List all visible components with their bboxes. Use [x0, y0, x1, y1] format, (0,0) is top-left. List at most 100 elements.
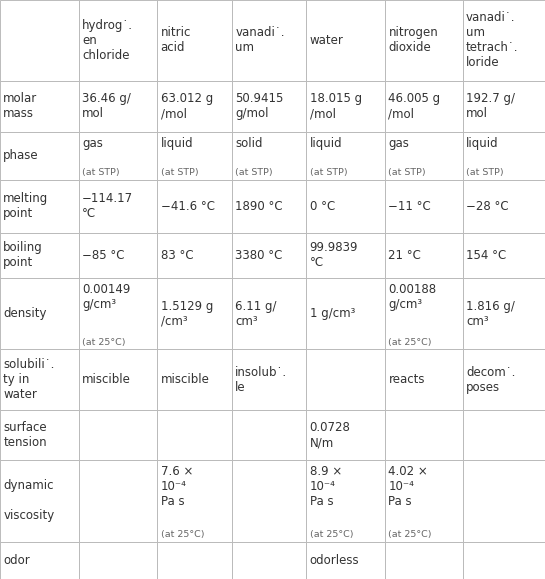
Bar [158, 233, 232, 278]
Text: odor: odor [3, 554, 30, 567]
Bar [0, 278, 78, 349]
Bar [385, 0, 463, 80]
Bar [306, 0, 385, 80]
Text: gas: gas [82, 137, 103, 150]
Bar [463, 233, 545, 278]
Text: 7.6 ×
10⁻⁴
Pa s: 7.6 × 10⁻⁴ Pa s [161, 465, 193, 508]
Text: density: density [3, 307, 47, 320]
Bar [463, 349, 545, 410]
Bar [385, 460, 463, 542]
Text: vanadi˙.
um
tetrach˙.
loride: vanadi˙. um tetrach˙. loride [466, 12, 518, 69]
Bar [78, 410, 158, 460]
Bar [158, 460, 232, 542]
Text: 50.9415
g/mol: 50.9415 g/mol [235, 92, 283, 120]
Bar [463, 0, 545, 80]
Bar [463, 410, 545, 460]
Bar [232, 233, 306, 278]
Text: 8.9 ×
10⁻⁴
Pa s: 8.9 × 10⁻⁴ Pa s [310, 465, 342, 508]
Text: nitric
acid: nitric acid [161, 26, 191, 54]
Text: vanadi˙.
um: vanadi˙. um [235, 26, 284, 54]
Text: 1 g/cm³: 1 g/cm³ [310, 307, 355, 320]
Bar [306, 460, 385, 542]
Text: miscible: miscible [82, 373, 131, 386]
Bar [158, 349, 232, 410]
Bar [78, 349, 158, 410]
Text: solubili˙.
ty in
water: solubili˙. ty in water [3, 358, 54, 401]
Text: odorless: odorless [310, 554, 359, 567]
Bar [78, 460, 158, 542]
Bar [78, 180, 158, 233]
Bar [463, 460, 545, 542]
Bar [0, 131, 78, 180]
Text: phase: phase [3, 149, 39, 162]
Bar [158, 180, 232, 233]
Bar [0, 233, 78, 278]
Text: 154 °C: 154 °C [466, 249, 506, 262]
Text: decom˙.
poses: decom˙. poses [466, 366, 515, 394]
Bar [78, 0, 158, 80]
Text: 1890 °C: 1890 °C [235, 200, 283, 213]
Bar [232, 542, 306, 579]
Bar [158, 0, 232, 80]
Text: (at 25°C): (at 25°C) [82, 338, 125, 347]
Bar [385, 410, 463, 460]
Bar [306, 278, 385, 349]
Text: (at STP): (at STP) [161, 168, 198, 177]
Bar [306, 349, 385, 410]
Text: (at 25°C): (at 25°C) [389, 338, 432, 347]
Bar [158, 542, 232, 579]
Text: nitrogen
dioxide: nitrogen dioxide [389, 26, 438, 54]
Text: dynamic

viscosity: dynamic viscosity [3, 479, 54, 522]
Text: −85 °C: −85 °C [82, 249, 124, 262]
Bar [385, 233, 463, 278]
Text: 99.9839
°C: 99.9839 °C [310, 241, 358, 269]
Text: 3380 °C: 3380 °C [235, 249, 282, 262]
Text: 192.7 g/
mol: 192.7 g/ mol [466, 92, 515, 120]
Bar [232, 131, 306, 180]
Text: 0.0728
N/m: 0.0728 N/m [310, 421, 350, 449]
Text: 6.11 g/
cm³: 6.11 g/ cm³ [235, 300, 277, 328]
Bar [0, 180, 78, 233]
Bar [385, 180, 463, 233]
Text: (at 25°C): (at 25°C) [161, 530, 204, 539]
Bar [385, 131, 463, 180]
Text: −11 °C: −11 °C [389, 200, 431, 213]
Text: 1.5129 g
/cm³: 1.5129 g /cm³ [161, 300, 213, 328]
Bar [0, 349, 78, 410]
Text: liquid: liquid [466, 137, 499, 150]
Bar [306, 80, 385, 131]
Bar [306, 131, 385, 180]
Bar [463, 278, 545, 349]
Text: −114.17
°C: −114.17 °C [82, 192, 133, 221]
Bar [158, 131, 232, 180]
Text: −28 °C: −28 °C [466, 200, 508, 213]
Text: 36.46 g/
mol: 36.46 g/ mol [82, 92, 131, 120]
Bar [232, 80, 306, 131]
Text: 63.012 g
/mol: 63.012 g /mol [161, 92, 213, 120]
Text: 0.00149
g/cm³: 0.00149 g/cm³ [82, 283, 130, 312]
Bar [306, 410, 385, 460]
Text: solid: solid [235, 137, 263, 150]
Bar [306, 542, 385, 579]
Bar [0, 460, 78, 542]
Bar [232, 180, 306, 233]
Text: liquid: liquid [161, 137, 193, 150]
Text: surface
tension: surface tension [3, 421, 47, 449]
Text: (at STP): (at STP) [466, 168, 504, 177]
Bar [158, 410, 232, 460]
Bar [0, 80, 78, 131]
Bar [385, 80, 463, 131]
Text: insolub˙.
le: insolub˙. le [235, 366, 287, 394]
Bar [385, 542, 463, 579]
Text: molar
mass: molar mass [3, 92, 38, 120]
Bar [463, 80, 545, 131]
Text: (at 25°C): (at 25°C) [389, 530, 432, 539]
Text: 0 °C: 0 °C [310, 200, 335, 213]
Bar [78, 233, 158, 278]
Text: 1.816 g/
cm³: 1.816 g/ cm³ [466, 300, 515, 328]
Text: −41.6 °C: −41.6 °C [161, 200, 215, 213]
Bar [0, 0, 78, 80]
Text: 18.015 g
/mol: 18.015 g /mol [310, 92, 362, 120]
Bar [78, 542, 158, 579]
Text: 21 °C: 21 °C [389, 249, 421, 262]
